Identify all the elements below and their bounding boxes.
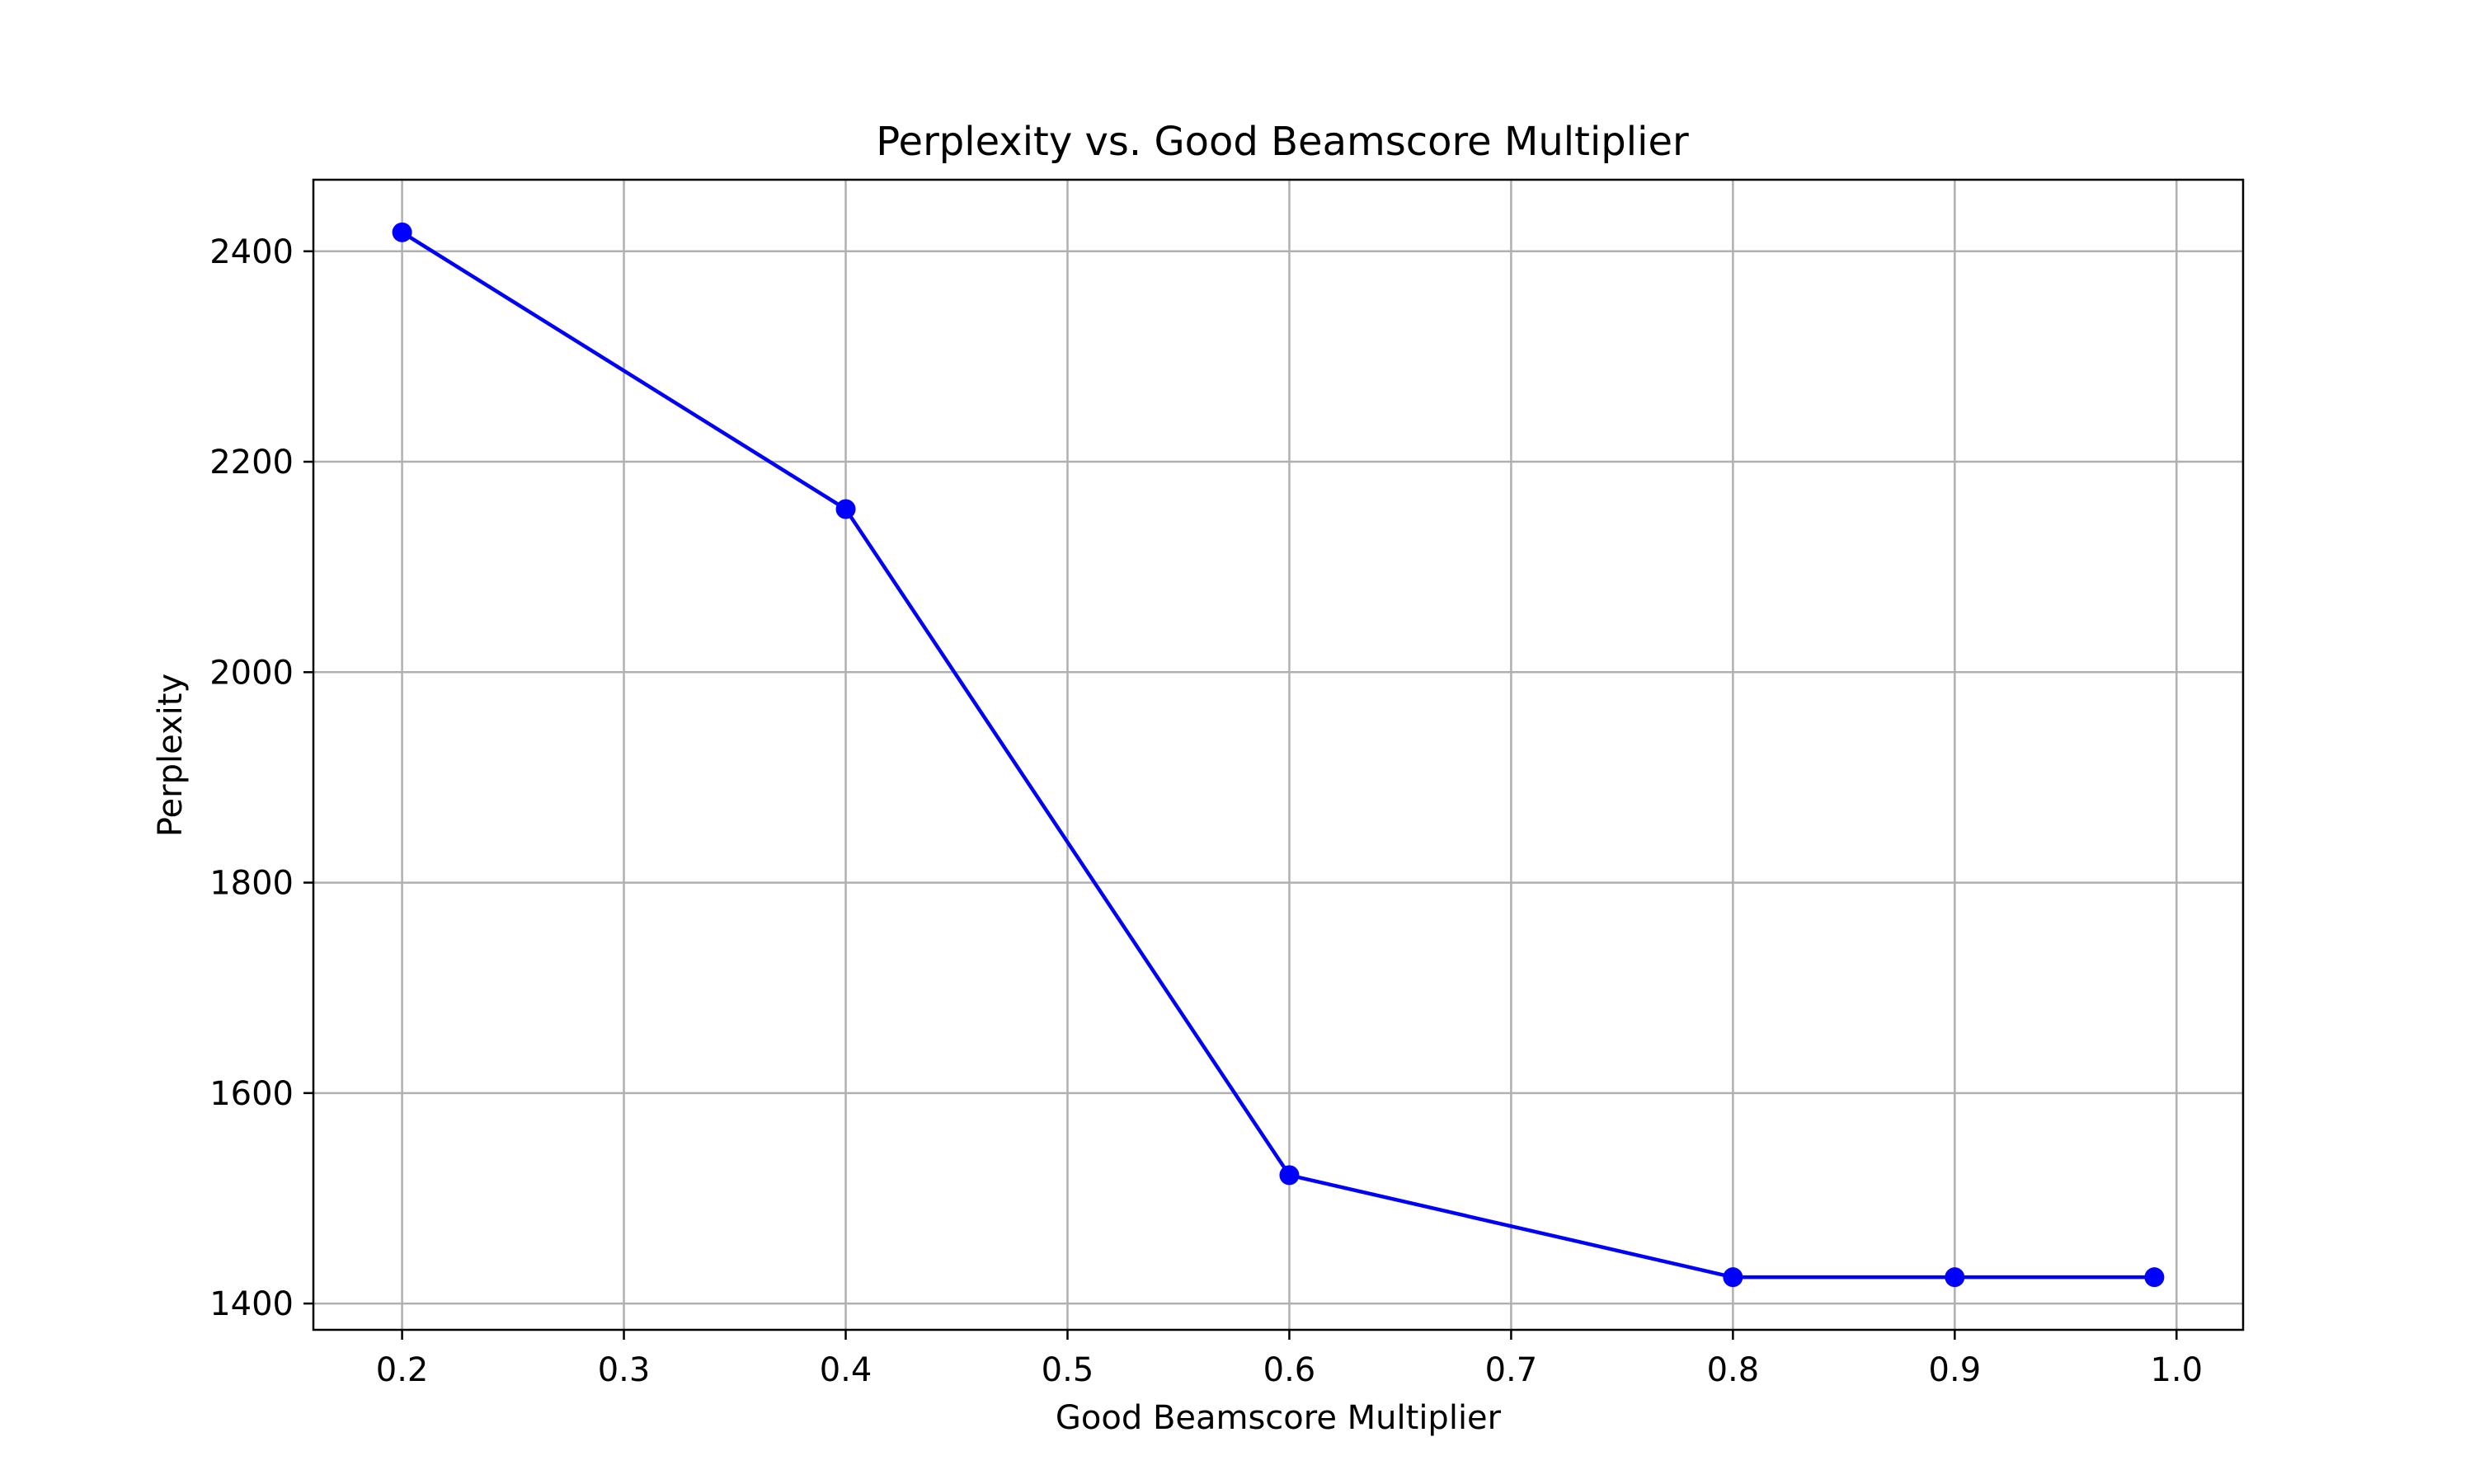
- x-tick-label: 0.8: [1707, 1351, 1760, 1389]
- x-tick-label: 1.0: [2150, 1351, 2203, 1389]
- y-tick-label: 1600: [209, 1075, 294, 1113]
- y-tick-label: 1800: [209, 865, 294, 903]
- y-tick-label: 2000: [209, 654, 294, 692]
- x-tick-label: 0.2: [376, 1351, 429, 1389]
- data-point: [1945, 1267, 1965, 1288]
- x-tick-label: 0.7: [1485, 1351, 1538, 1389]
- plot-frame: [312, 178, 2245, 1331]
- y-axis: 1400 1600 1800 2000 2200 2400: [209, 233, 313, 1323]
- x-tick-label: 0.3: [598, 1351, 651, 1389]
- y-tick-label: 2200: [209, 444, 294, 481]
- data-point: [392, 222, 412, 242]
- x-axis-label: Good Beamscore Multiplier: [1056, 1399, 1502, 1437]
- grid: [313, 180, 2243, 1330]
- x-tick-label: 0.6: [1263, 1351, 1316, 1389]
- chart-title: Perplexity vs. Good Beamscore Multiplier: [876, 119, 1689, 165]
- series-layer: [392, 222, 2165, 1288]
- series-line: [401, 230, 2155, 1280]
- x-tick-label: 0.9: [1929, 1351, 1982, 1389]
- x-tick-label: 0.4: [820, 1351, 872, 1389]
- y-tick-label: 1400: [209, 1285, 294, 1323]
- y-axis-label: Perplexity: [152, 674, 190, 837]
- x-axis: 0.2 0.3 0.4 0.5 0.6 0.7 0.8 0.9 1.0: [376, 1330, 2203, 1389]
- x-tick-label: 0.5: [1042, 1351, 1094, 1389]
- data-point: [1279, 1165, 1300, 1186]
- data-point: [1723, 1267, 1743, 1288]
- y-tick-label: 2400: [209, 233, 294, 271]
- data-point: [2144, 1267, 2165, 1288]
- data-point: [835, 499, 856, 519]
